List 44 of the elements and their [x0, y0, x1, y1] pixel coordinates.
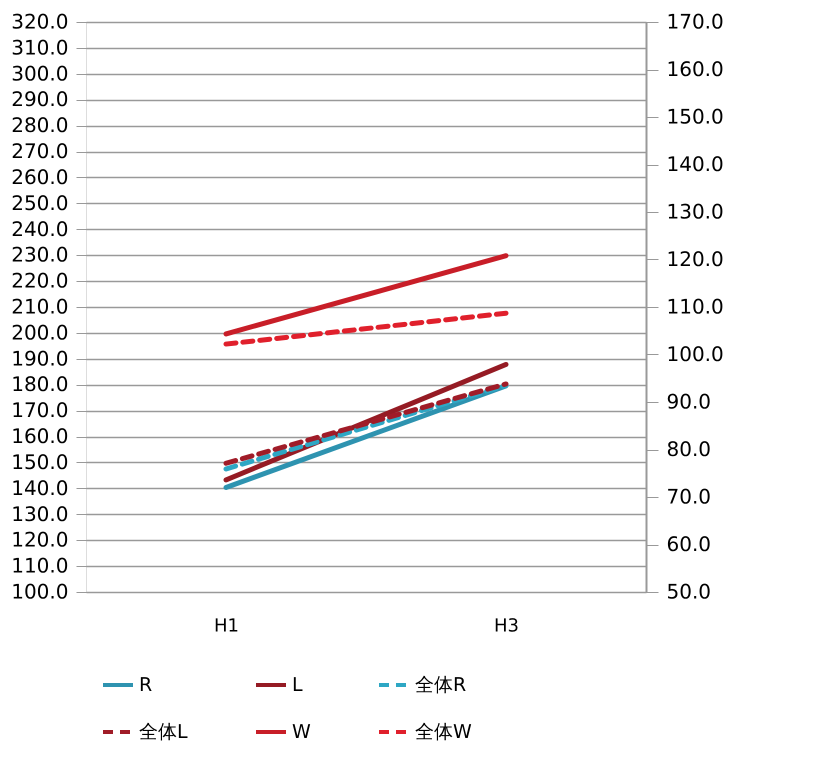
x-tick-label: H1 [214, 616, 239, 636]
y-tick-label: 310.0 [11, 35, 68, 60]
y2-tick-label: 130.0 [666, 200, 724, 224]
y-tick-label: 210.0 [11, 294, 68, 318]
y-tick-label: 160.0 [11, 424, 68, 448]
y2-tick-label: 100.0 [666, 342, 724, 366]
y-tick-label: 230.0 [11, 242, 68, 267]
y-tick-label: 270.0 [11, 139, 68, 164]
legend-label: 全体W [415, 721, 472, 743]
legend-label: 全体L [139, 721, 188, 743]
legend-label: W [292, 721, 311, 743]
y2-tick-label: 90.0 [666, 390, 712, 414]
y-tick-label: 250.0 [11, 190, 68, 215]
legend-label: R [139, 674, 152, 696]
y2-tick-label: 170.0 [666, 10, 724, 34]
y-tick-label: 140.0 [11, 476, 68, 500]
y2-tick-label: 70.0 [666, 484, 712, 508]
y-tick-label: 190.0 [11, 346, 68, 370]
y-tick-label: 100.0 [11, 580, 68, 604]
x-tick-label: H3 [494, 616, 519, 636]
y-tick-label: 120.0 [11, 528, 68, 552]
y-tick-label: 200.0 [11, 320, 68, 344]
y-tick-label: 300.0 [11, 61, 68, 86]
y-tick-label: 130.0 [11, 502, 68, 526]
legend-label: L [292, 674, 303, 696]
y-tick-label: 320.0 [11, 10, 68, 34]
y-tick-label: 150.0 [11, 450, 68, 474]
y-tick-label: 220.0 [11, 268, 68, 293]
y-tick-label: 180.0 [11, 372, 68, 396]
y-tick-label: 170.0 [11, 398, 68, 422]
y2-tick-label: 80.0 [666, 437, 712, 461]
legend-label: 全体R [415, 674, 466, 696]
y2-tick-label: 150.0 [666, 104, 724, 128]
y2-tick-label: 60.0 [666, 532, 712, 556]
y-tick-label: 110.0 [11, 554, 68, 578]
y-tick-label: 260.0 [11, 164, 68, 189]
y2-tick-label: 140.0 [666, 152, 724, 176]
y2-tick-label: 50.0 [666, 580, 712, 604]
y-tick-label: 290.0 [11, 87, 68, 112]
y2-tick-label: 110.0 [666, 294, 724, 318]
y2-tick-label: 160.0 [666, 57, 724, 81]
y-tick-label: 280.0 [11, 113, 68, 138]
y-tick-label: 240.0 [11, 216, 68, 241]
y2-tick-label: 120.0 [666, 247, 724, 271]
